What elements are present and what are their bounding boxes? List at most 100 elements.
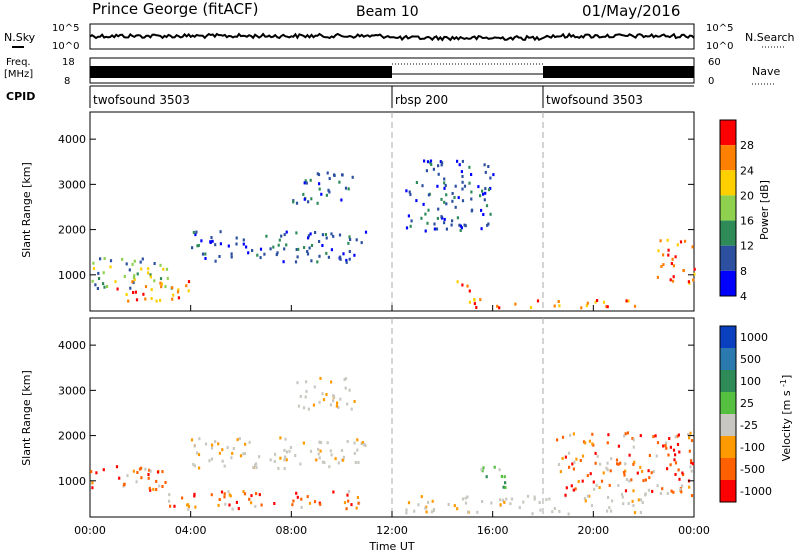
heatmap-cell: [458, 163, 461, 167]
heatmap-cell: [147, 473, 150, 476]
heatmap-cell: [443, 177, 446, 181]
heatmap-cell: [630, 478, 633, 482]
heatmap-cell: [624, 469, 627, 473]
colorbar-tick-label: 28: [740, 139, 754, 152]
heatmap-cell: [682, 473, 685, 477]
colorbar-tick-label: 100: [740, 375, 761, 388]
heatmap-cell: [670, 489, 673, 493]
heatmap-cell: [692, 278, 695, 282]
heatmap-cell: [242, 490, 245, 494]
heatmap-cell: [672, 448, 676, 452]
heatmap-cell: [620, 492, 624, 496]
heatmap-cell: [245, 245, 248, 249]
heatmap-cell: [672, 264, 675, 268]
heatmap-cell: [509, 502, 512, 506]
nave-tick-top: 60: [708, 57, 721, 68]
heatmap-cell: [132, 469, 135, 473]
heatmap-cell: [671, 279, 675, 283]
velocity-heatmap: [90, 376, 695, 516]
heatmap-cell: [463, 184, 467, 188]
heatmap-cell: [409, 193, 412, 197]
heatmap-cell: [505, 497, 508, 501]
heatmap-cell: [96, 287, 99, 290]
heatmap-cell: [459, 224, 462, 228]
heatmap-cell: [149, 469, 152, 473]
heatmap-cell: [214, 259, 217, 263]
heatmap-cell: [161, 485, 164, 488]
heatmap-cell: [667, 253, 670, 257]
heatmap-cell: [256, 253, 259, 257]
heatmap-cell: [466, 495, 469, 499]
heatmap-cell: [210, 446, 214, 450]
heatmap-cell: [346, 440, 349, 443]
heatmap-cell: [319, 376, 322, 380]
heatmap-cell: [231, 451, 234, 455]
heatmap-cell: [302, 192, 305, 196]
power-axes: 1000 2000 3000 4000: [58, 112, 695, 311]
heatmap-cell: [628, 453, 631, 457]
heatmap-cell: [468, 165, 471, 169]
heatmap-cell: [97, 271, 100, 275]
heatmap-cell: [306, 250, 309, 253]
heatmap-cell: [461, 175, 464, 178]
heatmap-cell: [319, 449, 322, 453]
heatmap-cell: [232, 447, 235, 450]
heatmap-cell: [405, 511, 408, 515]
heatmap-cell: [361, 441, 364, 444]
heatmap-cell: [277, 243, 280, 247]
ytick-label: 4000: [58, 339, 86, 352]
heatmap-cell: [196, 451, 199, 455]
heatmap-cell: [347, 490, 351, 493]
heatmap-cell: [135, 298, 139, 302]
heatmap-cell: [666, 467, 669, 471]
heatmap-cell: [102, 468, 105, 472]
heatmap-cell: [194, 233, 197, 237]
heatmap-cell: [121, 257, 124, 261]
heatmap-cell: [164, 481, 167, 484]
heatmap-cell: [147, 476, 150, 480]
heatmap-cell: [503, 500, 506, 504]
freq-trace: [90, 63, 694, 78]
heatmap-cell: [353, 451, 356, 455]
heatmap-cell: [279, 456, 282, 460]
heatmap-cell: [168, 493, 171, 497]
freq-band: [90, 66, 392, 78]
heatmap-cell: [461, 283, 464, 287]
heatmap-cell: [255, 492, 258, 496]
colorbar-tick-label: 12: [740, 240, 754, 253]
heatmap-cell: [617, 462, 620, 466]
heatmap-cell: [408, 190, 411, 194]
heatmap-cell: [633, 460, 636, 464]
heatmap-cell: [357, 461, 360, 464]
heatmap-cell: [347, 499, 350, 503]
heatmap-cell: [481, 500, 484, 503]
colorbar-tick-label: -100: [740, 441, 765, 454]
heatmap-cell: [132, 276, 136, 280]
heatmap-cell: [364, 230, 368, 234]
heatmap-cell: [669, 445, 672, 449]
heatmap-cell: [652, 470, 655, 473]
heatmap-cell: [209, 241, 212, 244]
heatmap-cell: [424, 212, 427, 216]
heatmap-cell: [479, 298, 482, 302]
heatmap-cell: [453, 504, 456, 508]
heatmap-cell: [510, 497, 514, 501]
heatmap-cell: [487, 188, 491, 192]
heatmap-cell: [181, 496, 184, 500]
heatmap-cell: [440, 163, 443, 167]
heatmap-cell: [192, 463, 195, 466]
heatmap-cell: [210, 236, 213, 239]
heatmap-cell: [616, 462, 619, 466]
heatmap-cell: [214, 243, 217, 247]
heatmap-cell: [275, 253, 278, 257]
heatmap-cell: [260, 503, 263, 507]
heatmap-cell: [593, 487, 596, 491]
heatmap-cell: [450, 223, 453, 227]
heatmap-cell: [443, 217, 446, 221]
heatmap-cell: [135, 480, 138, 484]
heatmap-cell: [669, 463, 672, 467]
heatmap-cell: [425, 169, 428, 173]
heatmap-cell: [91, 486, 94, 490]
colorbar-tick-label: -25: [740, 419, 758, 432]
heatmap-cell: [679, 488, 682, 491]
